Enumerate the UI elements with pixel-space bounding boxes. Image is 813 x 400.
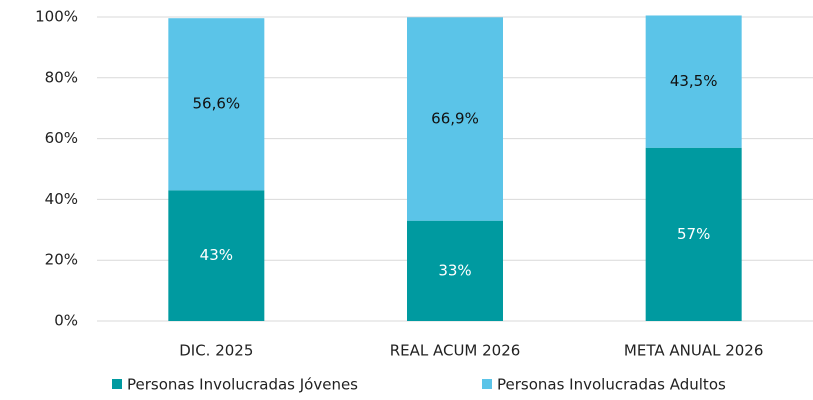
y-tick-label: 40% [45, 190, 78, 208]
x-tick-label: REAL ACUM 2026 [390, 342, 521, 360]
bar-segment [407, 17, 503, 221]
bar-segment [645, 15, 742, 148]
data-label: 43,5% [670, 72, 718, 90]
data-label: 66,9% [431, 109, 479, 127]
bar-segment [168, 190, 265, 321]
bar-segment [407, 220, 503, 321]
y-tick-label: 20% [45, 251, 78, 269]
legend-label: Personas Involucradas Adultos [497, 376, 726, 394]
data-label: 57% [677, 225, 710, 243]
data-label: 43% [200, 246, 233, 264]
bar-segment [168, 18, 265, 191]
x-tick-label: DIC. 2025 [179, 342, 253, 360]
y-tick-label: 0% [54, 312, 78, 330]
y-tick-label: 80% [45, 68, 78, 86]
y-tick-label: 100% [35, 8, 78, 26]
bar-segment [645, 147, 742, 321]
legend-swatch [112, 379, 122, 389]
data-label: 56,6% [193, 95, 241, 113]
y-tick-label: 60% [45, 129, 78, 147]
legend-swatch [482, 379, 492, 389]
legend-label: Personas Involucradas Jóvenes [127, 376, 358, 394]
x-tick-label: META ANUAL 2026 [624, 342, 763, 360]
data-label: 33% [438, 261, 471, 279]
